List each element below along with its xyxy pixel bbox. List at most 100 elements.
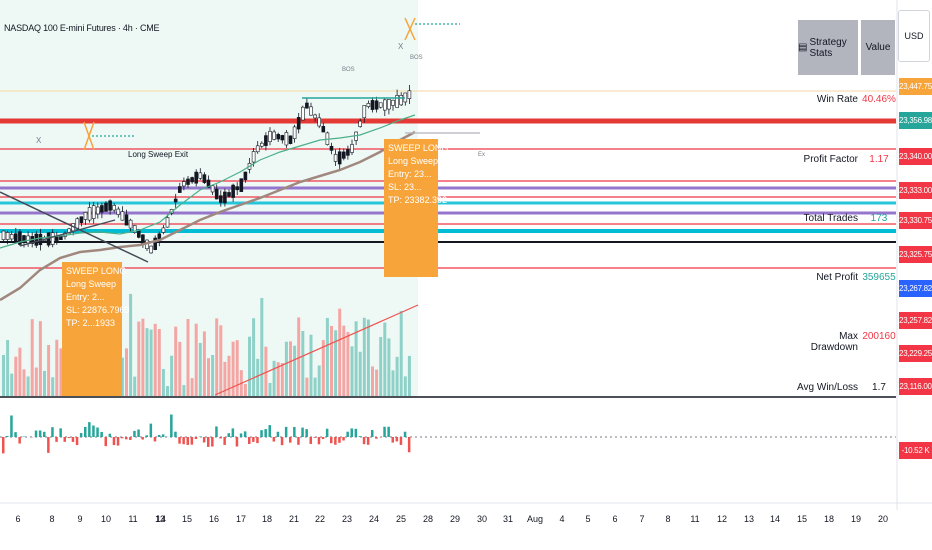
time-label: 29 — [449, 514, 461, 524]
oscillator-bar — [116, 437, 120, 446]
oscillator-bar — [399, 437, 403, 445]
candle-body — [14, 233, 18, 242]
stats-header-cell: ▤ Strategy Stats — [798, 20, 858, 75]
candle-body — [337, 151, 342, 165]
oscillator-bar — [194, 437, 198, 440]
bos-label-top: BOS — [410, 55, 423, 61]
oscillator-bar — [202, 437, 206, 443]
time-label: 15 — [181, 514, 193, 524]
signal-sl: SL: 22876.7969 — [66, 305, 130, 315]
candle-body — [235, 186, 239, 191]
candle-body — [333, 154, 338, 162]
signal-title: SWEEP LONG — [66, 266, 127, 276]
oscillator-bar — [362, 437, 366, 445]
price-label: 23,229.25 — [899, 345, 932, 362]
time-label: 6 — [612, 514, 618, 524]
candle-body — [137, 230, 141, 238]
candle-body — [362, 105, 367, 119]
oscillator-bar — [407, 437, 411, 453]
volume-bar — [383, 322, 387, 396]
signal-box-long-1[interactable]: SWEEP LONG Long Sweep Entry: 2... SL: 22… — [62, 262, 130, 396]
oscillator-bar — [383, 426, 386, 437]
volume-bar — [338, 308, 342, 396]
candle-body — [83, 212, 88, 220]
volume-bar — [161, 369, 165, 396]
oscillator-bar — [321, 437, 325, 440]
candle-body — [219, 195, 223, 203]
oscillator-bar — [293, 426, 296, 437]
time-label: 24 — [368, 514, 380, 524]
time-label: 31 — [502, 514, 514, 524]
candle-body — [178, 186, 182, 193]
oscillator-bar — [84, 426, 87, 437]
volume-bar — [354, 321, 358, 396]
oscillator-bar — [153, 437, 157, 442]
oscillator-bar — [231, 428, 235, 437]
candle-body — [202, 174, 207, 183]
candle-body — [251, 151, 256, 163]
signal-entry: Entry: 23... — [388, 169, 432, 179]
candle-body — [214, 188, 219, 200]
oscillator-bar — [301, 427, 304, 437]
candle-body — [67, 228, 71, 234]
volume-bar — [362, 317, 366, 396]
oscillator-bar — [2, 437, 5, 454]
oscillator-bar — [104, 437, 107, 447]
time-label: 14 — [769, 514, 781, 524]
volume-bar — [215, 318, 219, 396]
volume-bar — [2, 354, 5, 396]
stat-value-win-rate: 40.46% — [862, 94, 896, 105]
volume-bar — [260, 297, 264, 396]
oscillator-bar — [260, 430, 263, 437]
time-label: 25 — [395, 514, 407, 524]
ema-fast-line — [0, 114, 416, 249]
volume-trend-line — [214, 304, 419, 396]
oscillator-histogram — [2, 414, 411, 454]
long-sweep-exit-label: Long Sweep Exit — [128, 150, 189, 159]
oscillator-bar — [178, 437, 181, 444]
volume-bar — [317, 365, 321, 396]
volume-bar — [219, 325, 223, 396]
oscillator-bar — [223, 437, 226, 445]
time-label: 17 — [235, 514, 247, 524]
candle-body — [243, 171, 248, 181]
volume-bar — [145, 328, 149, 396]
volume-bar — [395, 356, 399, 396]
candle-body — [317, 117, 322, 127]
candle-body — [100, 205, 104, 213]
candle-body — [141, 234, 145, 244]
volume-bar — [407, 355, 411, 396]
candle-body — [366, 103, 371, 107]
candle-body — [173, 198, 178, 203]
oscillator-bar — [182, 437, 185, 445]
stat-value-net-profit: 359655 — [862, 272, 896, 283]
candle-body — [288, 135, 293, 144]
volume-bar — [284, 341, 288, 396]
oscillator-bar — [145, 435, 148, 437]
volume-bar — [198, 342, 202, 396]
oscillator-bar — [342, 437, 345, 441]
candle-body — [395, 95, 399, 108]
candle-body — [149, 245, 153, 254]
volume-bar — [321, 340, 325, 396]
oscillator-bar — [366, 437, 370, 445]
oscillator-bar — [219, 437, 222, 439]
volume-bar — [379, 336, 383, 396]
volume-bar — [120, 357, 124, 396]
oscillator-bar — [256, 437, 259, 444]
oscillator-bar — [34, 430, 38, 437]
volume-bar — [305, 377, 309, 396]
candle-body — [255, 145, 260, 153]
volume-bar — [342, 325, 346, 396]
oscillator-bar — [272, 437, 276, 442]
volume-bar — [51, 377, 55, 396]
signal-box-long-2[interactable]: SWEEP LONG Long Sweep Entry: 23... SL: 2… — [384, 139, 448, 277]
oscillator-bar — [125, 437, 128, 440]
signal-subtitle: Long Sweep — [388, 156, 439, 166]
price-label: 23,356.98 — [899, 112, 932, 129]
time-label: 14 — [155, 514, 167, 524]
volume-bar — [59, 348, 63, 396]
currency-button[interactable]: USD — [898, 10, 930, 62]
volume-bar — [297, 317, 301, 396]
oscillator-bar — [92, 425, 95, 437]
